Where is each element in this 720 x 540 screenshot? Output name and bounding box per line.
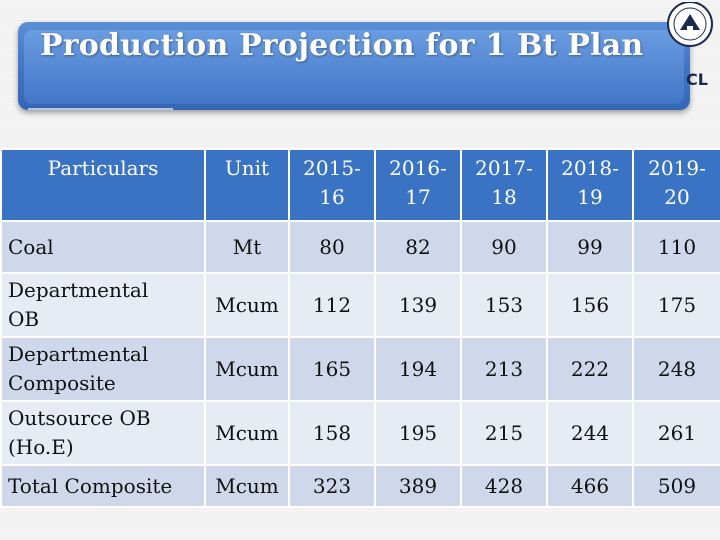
value-cell: 90 <box>460 220 548 274</box>
table-row: Total Composite Mcum 323 389 428 466 509 <box>0 464 720 508</box>
column-header: 2018- 19 <box>546 148 634 222</box>
value-cell: 248 <box>632 336 720 402</box>
column-header: Unit <box>204 148 290 222</box>
value-cell: 215 <box>460 400 548 466</box>
value-cell: 261 <box>632 400 720 466</box>
value-cell: 158 <box>288 400 376 466</box>
table-row: Coal Mt 80 82 90 99 110 <box>0 220 720 274</box>
value-cell: 80 <box>288 220 376 274</box>
production-table: Particulars Unit 2015- 16 2016- 17 2017- 18 2018… <box>0 148 720 508</box>
value-cell: 323 <box>288 464 376 508</box>
title-underline <box>28 108 173 110</box>
value-cell: 153 <box>460 272 548 338</box>
table-body: Coal Mt 80 82 90 99 110 Departmental OB Mcum 112 13… <box>0 220 720 508</box>
row-label: Total Composite <box>0 464 206 508</box>
slide-title: Production Projection for 1 Bt Plan <box>40 28 644 63</box>
value-cell: 110 <box>632 220 720 274</box>
value-cell: 389 <box>374 464 462 508</box>
unit-cell: Mcum <box>204 400 290 466</box>
value-cell: 428 <box>460 464 548 508</box>
column-header: 2015- 16 <box>288 148 376 222</box>
value-cell: 195 <box>374 400 462 466</box>
column-header: Particulars <box>0 148 206 222</box>
value-cell: 112 <box>288 272 376 338</box>
table-row: Outsource OB (Ho.E) Mcum 158 195 215 244 261 <box>0 400 720 466</box>
unit-cell: Mcum <box>204 464 290 508</box>
company-logo-icon <box>667 2 713 47</box>
table-header-row: Particulars Unit 2015- 16 2016- 17 2017- 18 2018… <box>0 148 720 222</box>
value-cell: 156 <box>546 272 634 338</box>
value-cell: 509 <box>632 464 720 508</box>
column-header: 2016- 17 <box>374 148 462 222</box>
logo-lettering: CL <box>686 70 708 89</box>
value-cell: 82 <box>374 220 462 274</box>
unit-cell: Mcum <box>204 272 290 338</box>
value-cell: 194 <box>374 336 462 402</box>
table-row: Departmental Composite Mcum 165 194 213 222 248 <box>0 336 720 402</box>
title-banner <box>18 22 690 110</box>
unit-cell: Mt <box>204 220 290 274</box>
value-cell: 222 <box>546 336 634 402</box>
value-cell: 466 <box>546 464 634 508</box>
value-cell: 139 <box>374 272 462 338</box>
row-label: Departmental OB <box>0 272 206 338</box>
unit-cell: Mcum <box>204 336 290 402</box>
value-cell: 213 <box>460 336 548 402</box>
value-cell: 165 <box>288 336 376 402</box>
value-cell: 175 <box>632 272 720 338</box>
column-header: 2017- 18 <box>460 148 548 222</box>
value-cell: 99 <box>546 220 634 274</box>
table-row: Departmental OB Mcum 112 139 153 156 175 <box>0 272 720 338</box>
row-label: Coal <box>0 220 206 274</box>
row-label: Outsource OB (Ho.E) <box>0 400 206 466</box>
title-banner-inner <box>24 30 684 104</box>
value-cell: 244 <box>546 400 634 466</box>
row-label: Departmental Composite <box>0 336 206 402</box>
column-header: 2019- 20 <box>632 148 720 222</box>
